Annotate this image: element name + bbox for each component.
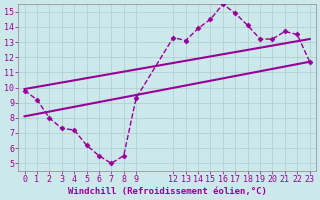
- X-axis label: Windchill (Refroidissement éolien,°C): Windchill (Refroidissement éolien,°C): [68, 187, 267, 196]
